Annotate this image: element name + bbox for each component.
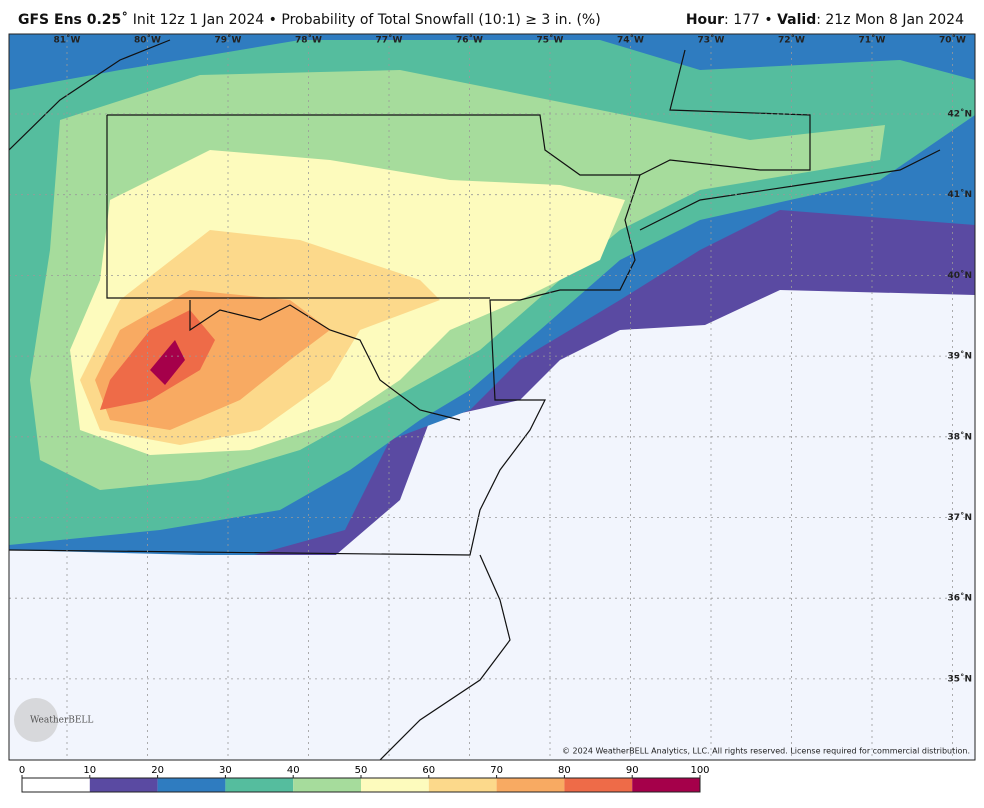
colorbar-label: 20 xyxy=(151,765,164,776)
colorbar-segment xyxy=(632,778,700,792)
hour-value: : 177 • xyxy=(724,12,777,28)
lat-label: 36˚N xyxy=(947,593,972,604)
colorbar-segment xyxy=(89,778,158,792)
lat-label: 40˚N xyxy=(947,270,972,281)
colorbar-label: 0 xyxy=(19,765,25,776)
colorbar-label: 60 xyxy=(422,765,435,776)
lat-label: 38˚N xyxy=(947,431,972,442)
valid-value: : 21z Mon 8 Jan 2024 xyxy=(816,12,964,28)
colorbar: 0 10 20 30 40 50 60 70 80 90 100 xyxy=(19,765,710,793)
colorbar-label: 80 xyxy=(558,765,571,776)
lon-label: 72˚W xyxy=(778,35,805,46)
lat-label: 42˚N xyxy=(947,109,972,120)
lon-label: 80˚W xyxy=(134,35,161,46)
lon-label: 79˚W xyxy=(215,35,242,46)
map: 81˚W 80˚W 79˚W 78˚W 77˚W 76˚W 75˚W 74˚W 73˚W 72˚W… xyxy=(9,34,975,760)
lon-label: 76˚W xyxy=(456,35,483,46)
model: GFS Ens 0.25˚ xyxy=(18,11,128,28)
colorbar-segment xyxy=(564,778,633,792)
colorbar-label: 40 xyxy=(287,765,300,776)
colorbar-segment xyxy=(22,778,90,792)
band-80 xyxy=(100,310,215,410)
colorbar-segment xyxy=(157,778,226,792)
land-south xyxy=(9,550,510,760)
lon-label: 75˚W xyxy=(537,35,564,46)
copyright: © 2024 WeatherBELL Analytics, LLC. All r… xyxy=(562,747,970,756)
lat-label: 35˚N xyxy=(947,673,972,684)
lon-label: 78˚W xyxy=(295,35,322,46)
colorbar-label: 10 xyxy=(83,765,96,776)
description: Init 12z 1 Jan 2024 • Probability of Tot… xyxy=(133,12,601,28)
colorbar-label: 50 xyxy=(355,765,368,776)
lon-label: 70˚W xyxy=(939,35,966,46)
lon-label: 71˚W xyxy=(859,35,886,46)
graticule xyxy=(9,34,975,760)
colorbar-label: 30 xyxy=(219,765,232,776)
lon-label: 81˚W xyxy=(54,35,81,46)
lat-label: 37˚N xyxy=(947,512,972,523)
header-left: GFS Ens 0.25˚ Init 12z 1 Jan 2024 • Prob… xyxy=(18,11,601,28)
colorbar-segment xyxy=(293,778,361,792)
colorbar-label: 100 xyxy=(690,765,709,776)
lon-label: 73˚W xyxy=(698,35,725,46)
lat-label: 39˚N xyxy=(947,351,972,362)
lat-label: 41˚N xyxy=(947,189,972,200)
map-frame xyxy=(8,33,976,761)
header-right: Hour: 177 • Valid: 21z Mon 8 Jan 2024 xyxy=(686,12,964,28)
band-90 xyxy=(150,340,185,385)
logo: WeatherBELL xyxy=(30,716,93,726)
borders xyxy=(9,39,941,760)
colorbar-segment xyxy=(496,778,565,792)
colorbar-segment xyxy=(361,778,429,792)
hour-label: Hour xyxy=(686,12,724,28)
valid-label: Valid xyxy=(777,12,816,28)
lon-label: 74˚W xyxy=(617,35,644,46)
colorbar-label: 90 xyxy=(626,765,639,776)
colorbar-label: 70 xyxy=(490,765,503,776)
lon-label: 77˚W xyxy=(376,35,403,46)
colorbar-segment xyxy=(225,778,294,792)
logo-globe xyxy=(14,698,58,742)
colorbar-segment xyxy=(428,778,497,792)
